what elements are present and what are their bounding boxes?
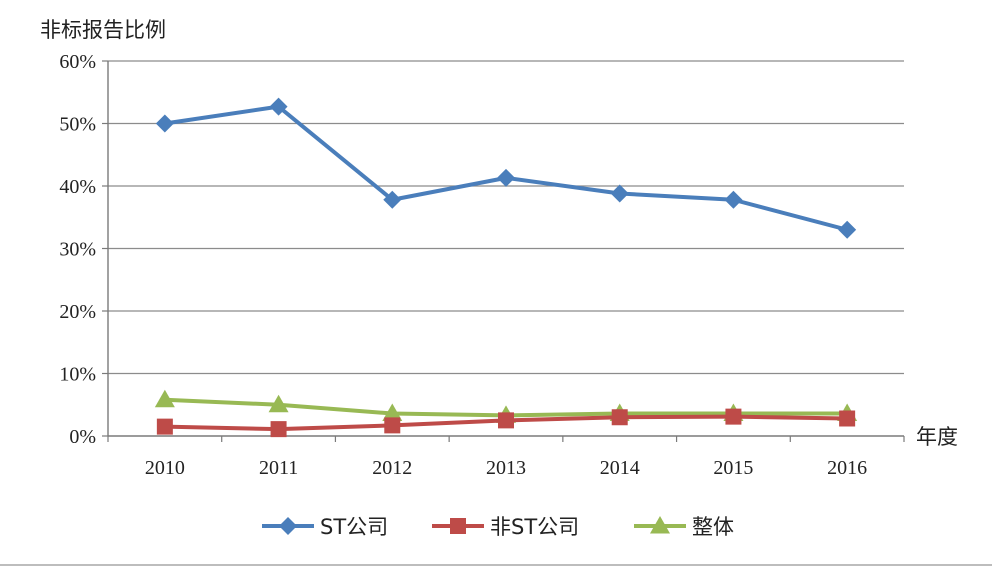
y-tick-label: 30% — [59, 239, 96, 261]
legend-label: ST公司 — [320, 515, 388, 539]
legend-item: ST公司 — [262, 515, 388, 539]
y-tick-label: 0% — [69, 426, 96, 448]
series-line — [164, 104, 848, 232]
x-tick-label: 2016 — [827, 457, 867, 479]
gridlines — [108, 60, 904, 375]
legend-marker — [650, 516, 670, 534]
legend-label: 整体 — [692, 515, 734, 539]
data-point — [268, 394, 289, 413]
series-ST公司 — [155, 97, 857, 239]
legend-marker — [450, 518, 466, 534]
y-tick-label: 20% — [59, 301, 96, 323]
data-point — [156, 418, 173, 435]
x-axis-title: 年度 — [916, 425, 958, 449]
y-axis-title: 非标报告比例 — [40, 18, 166, 42]
x-tick-labels: 2010 2011 2012 2013 2014 2015 2016 — [145, 457, 867, 479]
data-point — [155, 114, 174, 133]
bottom-rule — [0, 564, 992, 566]
data-point — [497, 168, 515, 187]
data-point — [382, 403, 403, 421]
x-tick-label: 2011 — [259, 457, 298, 479]
data-point — [383, 190, 402, 209]
y-tick-label: 60% — [59, 51, 96, 73]
y-tick-label: 40% — [59, 176, 96, 198]
x-tick-label: 2013 — [486, 457, 526, 479]
data-point — [269, 97, 288, 116]
data-point — [610, 184, 629, 203]
y-tick-label: 10% — [59, 364, 96, 386]
x-tick-label: 2014 — [600, 457, 640, 479]
data-point — [154, 389, 175, 408]
series-group — [154, 97, 858, 438]
legend-item: 整体 — [634, 515, 734, 539]
x-tick-label: 2010 — [145, 457, 185, 479]
data-point — [270, 421, 287, 438]
legend-label: 非ST公司 — [490, 515, 579, 539]
legend: ST公司 非ST公司 整体 — [262, 515, 734, 539]
legend-item: 非ST公司 — [432, 515, 579, 539]
legend-marker — [279, 517, 297, 535]
data-point — [611, 409, 628, 426]
data-point — [498, 412, 514, 429]
series-非ST公司 — [156, 408, 856, 438]
x-tick-label: 2015 — [713, 457, 753, 479]
data-point — [838, 220, 857, 239]
data-point — [725, 408, 742, 425]
x-tick-label: 2012 — [372, 457, 412, 479]
axes — [102, 60, 905, 442]
data-point — [384, 417, 401, 434]
data-point — [839, 410, 856, 427]
data-point — [724, 190, 743, 209]
y-tick-labels: 0% 10% 20% 30% 40% 50% 60% — [59, 51, 96, 448]
y-tick-label: 50% — [59, 114, 96, 136]
